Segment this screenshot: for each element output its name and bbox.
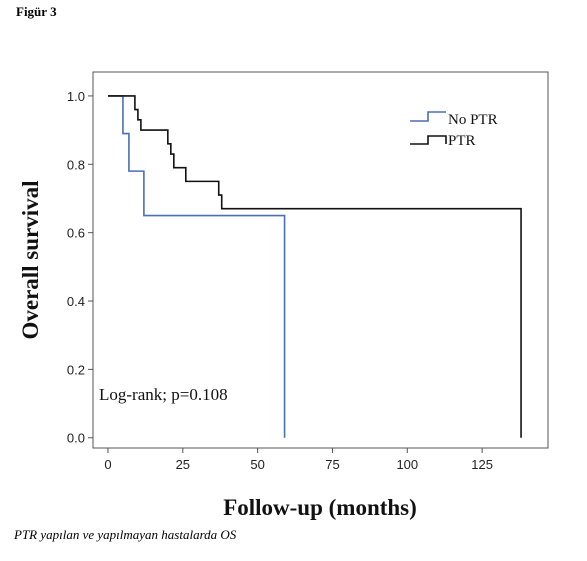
x-tick-label: 125 bbox=[471, 457, 493, 472]
x-tick-label: 75 bbox=[325, 457, 339, 472]
x-tick-label: 0 bbox=[104, 457, 111, 472]
legend: No PTR PTR bbox=[410, 111, 498, 149]
x-tick-label: 50 bbox=[250, 457, 264, 472]
legend-symbol-ptr bbox=[410, 135, 447, 145]
plot-frame bbox=[92, 71, 549, 449]
legend-label-no-ptr: No PTR bbox=[448, 112, 498, 128]
y-tick-label: 0.8 bbox=[67, 157, 85, 172]
x-tick-label: 100 bbox=[396, 457, 418, 472]
x-axis: 0 25 50 75 100 125 bbox=[104, 448, 493, 472]
y-axis-title: Overall survival bbox=[18, 180, 43, 339]
km-curve-ptr bbox=[107, 95, 522, 438]
legend-label-ptr: PTR bbox=[448, 133, 476, 149]
logrank-annotation: Log-rank; p=0.108 bbox=[99, 385, 228, 404]
y-axis: 0.0 0.2 0.4 0.6 0.8 1.0 bbox=[67, 89, 93, 446]
y-tick-label: 0.2 bbox=[67, 362, 85, 377]
y-tick-label: 0.0 bbox=[67, 431, 85, 446]
figure-caption: PTR yapılan ve yapılmayan hastalarda OS bbox=[14, 527, 237, 542]
y-tick-label: 0.4 bbox=[67, 294, 85, 309]
survival-curves bbox=[107, 95, 522, 438]
y-tick-label: 1.0 bbox=[67, 89, 85, 104]
figure-label: Figür 3 bbox=[16, 4, 57, 19]
x-tick-label: 25 bbox=[176, 457, 190, 472]
km-curve-no-ptr bbox=[107, 95, 286, 438]
y-tick-label: 0.6 bbox=[67, 226, 85, 241]
x-axis-title: Follow-up (months) bbox=[223, 495, 417, 520]
legend-symbol-no-ptr bbox=[410, 111, 446, 122]
